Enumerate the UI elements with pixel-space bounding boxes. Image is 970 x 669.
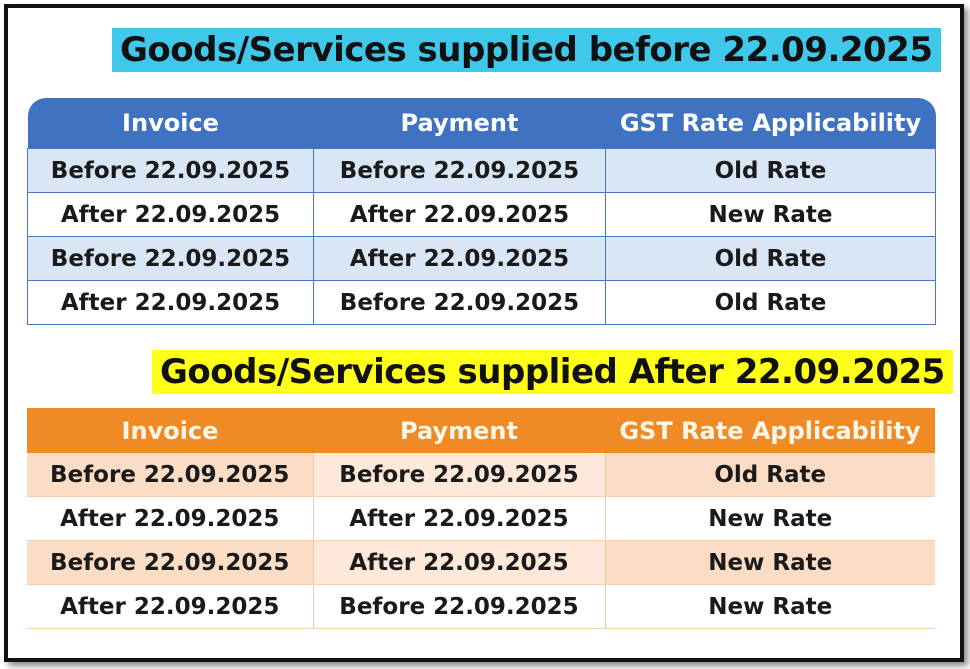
table-row: Before 22.09.2025 After 22.09.2025 Old R… <box>27 236 936 281</box>
table-row: After 22.09.2025 Before 22.09.2025 Old R… <box>27 280 936 325</box>
header-payment: Payment <box>313 98 606 149</box>
table-row: After 22.09.2025 After 22.09.2025 New Ra… <box>27 192 936 237</box>
cell-gst-rate: Old Rate <box>605 148 936 193</box>
cell-invoice: After 22.09.2025 <box>27 584 313 629</box>
cell-payment: Before 22.09.2025 <box>312 584 606 629</box>
cell-invoice: After 22.09.2025 <box>27 496 313 541</box>
cell-payment: Before 22.09.2025 <box>313 280 606 325</box>
header-invoice: Invoice <box>27 408 313 453</box>
cell-gst-rate: Old Rate <box>605 236 936 281</box>
header-gst-rate: GST Rate Applicability <box>605 98 936 149</box>
cell-invoice: Before 22.09.2025 <box>27 236 314 281</box>
cell-invoice: Before 22.09.2025 <box>27 453 313 497</box>
cell-invoice: Before 22.09.2025 <box>27 148 314 193</box>
cell-invoice: After 22.09.2025 <box>27 280 314 325</box>
cell-gst-rate: Old Rate <box>605 280 936 325</box>
cell-payment: After 22.09.2025 <box>312 496 606 541</box>
cell-gst-rate: New Rate <box>605 496 935 541</box>
section-before-table: Invoice Payment GST Rate Applicability B… <box>27 98 936 325</box>
cell-payment: Before 22.09.2025 <box>313 148 606 193</box>
header-gst-rate: GST Rate Applicability <box>605 408 935 453</box>
cell-gst-rate: New Rate <box>605 192 936 237</box>
cell-gst-rate: New Rate <box>605 540 935 585</box>
section-before-title: Goods/Services supplied before 22.09.202… <box>112 28 941 72</box>
section-after-title: Goods/Services supplied After 22.09.2025 <box>152 350 953 394</box>
cell-gst-rate: Old Rate <box>605 453 935 497</box>
table-row: After 22.09.2025 Before 22.09.2025 New R… <box>27 584 935 629</box>
cell-payment: After 22.09.2025 <box>313 192 606 237</box>
cell-payment: After 22.09.2025 <box>313 236 606 281</box>
header-payment: Payment <box>313 408 605 453</box>
header-invoice: Invoice <box>27 98 314 149</box>
cell-payment: Before 22.09.2025 <box>312 453 606 497</box>
table-row: Before 22.09.2025 Before 22.09.2025 Old … <box>27 453 935 497</box>
cell-invoice: After 22.09.2025 <box>27 192 314 237</box>
section-after-table: Invoice Payment GST Rate Applicability B… <box>27 408 935 629</box>
cell-invoice: Before 22.09.2025 <box>27 540 313 585</box>
table-row: After 22.09.2025 After 22.09.2025 New Ra… <box>27 496 935 541</box>
cell-gst-rate: New Rate <box>605 584 935 629</box>
table-row: Before 22.09.2025 After 22.09.2025 New R… <box>27 540 935 585</box>
table-header-row: Invoice Payment GST Rate Applicability <box>27 408 935 453</box>
cell-payment: After 22.09.2025 <box>312 540 606 585</box>
table-header-row: Invoice Payment GST Rate Applicability <box>27 98 936 149</box>
table-row: Before 22.09.2025 Before 22.09.2025 Old … <box>27 148 936 193</box>
